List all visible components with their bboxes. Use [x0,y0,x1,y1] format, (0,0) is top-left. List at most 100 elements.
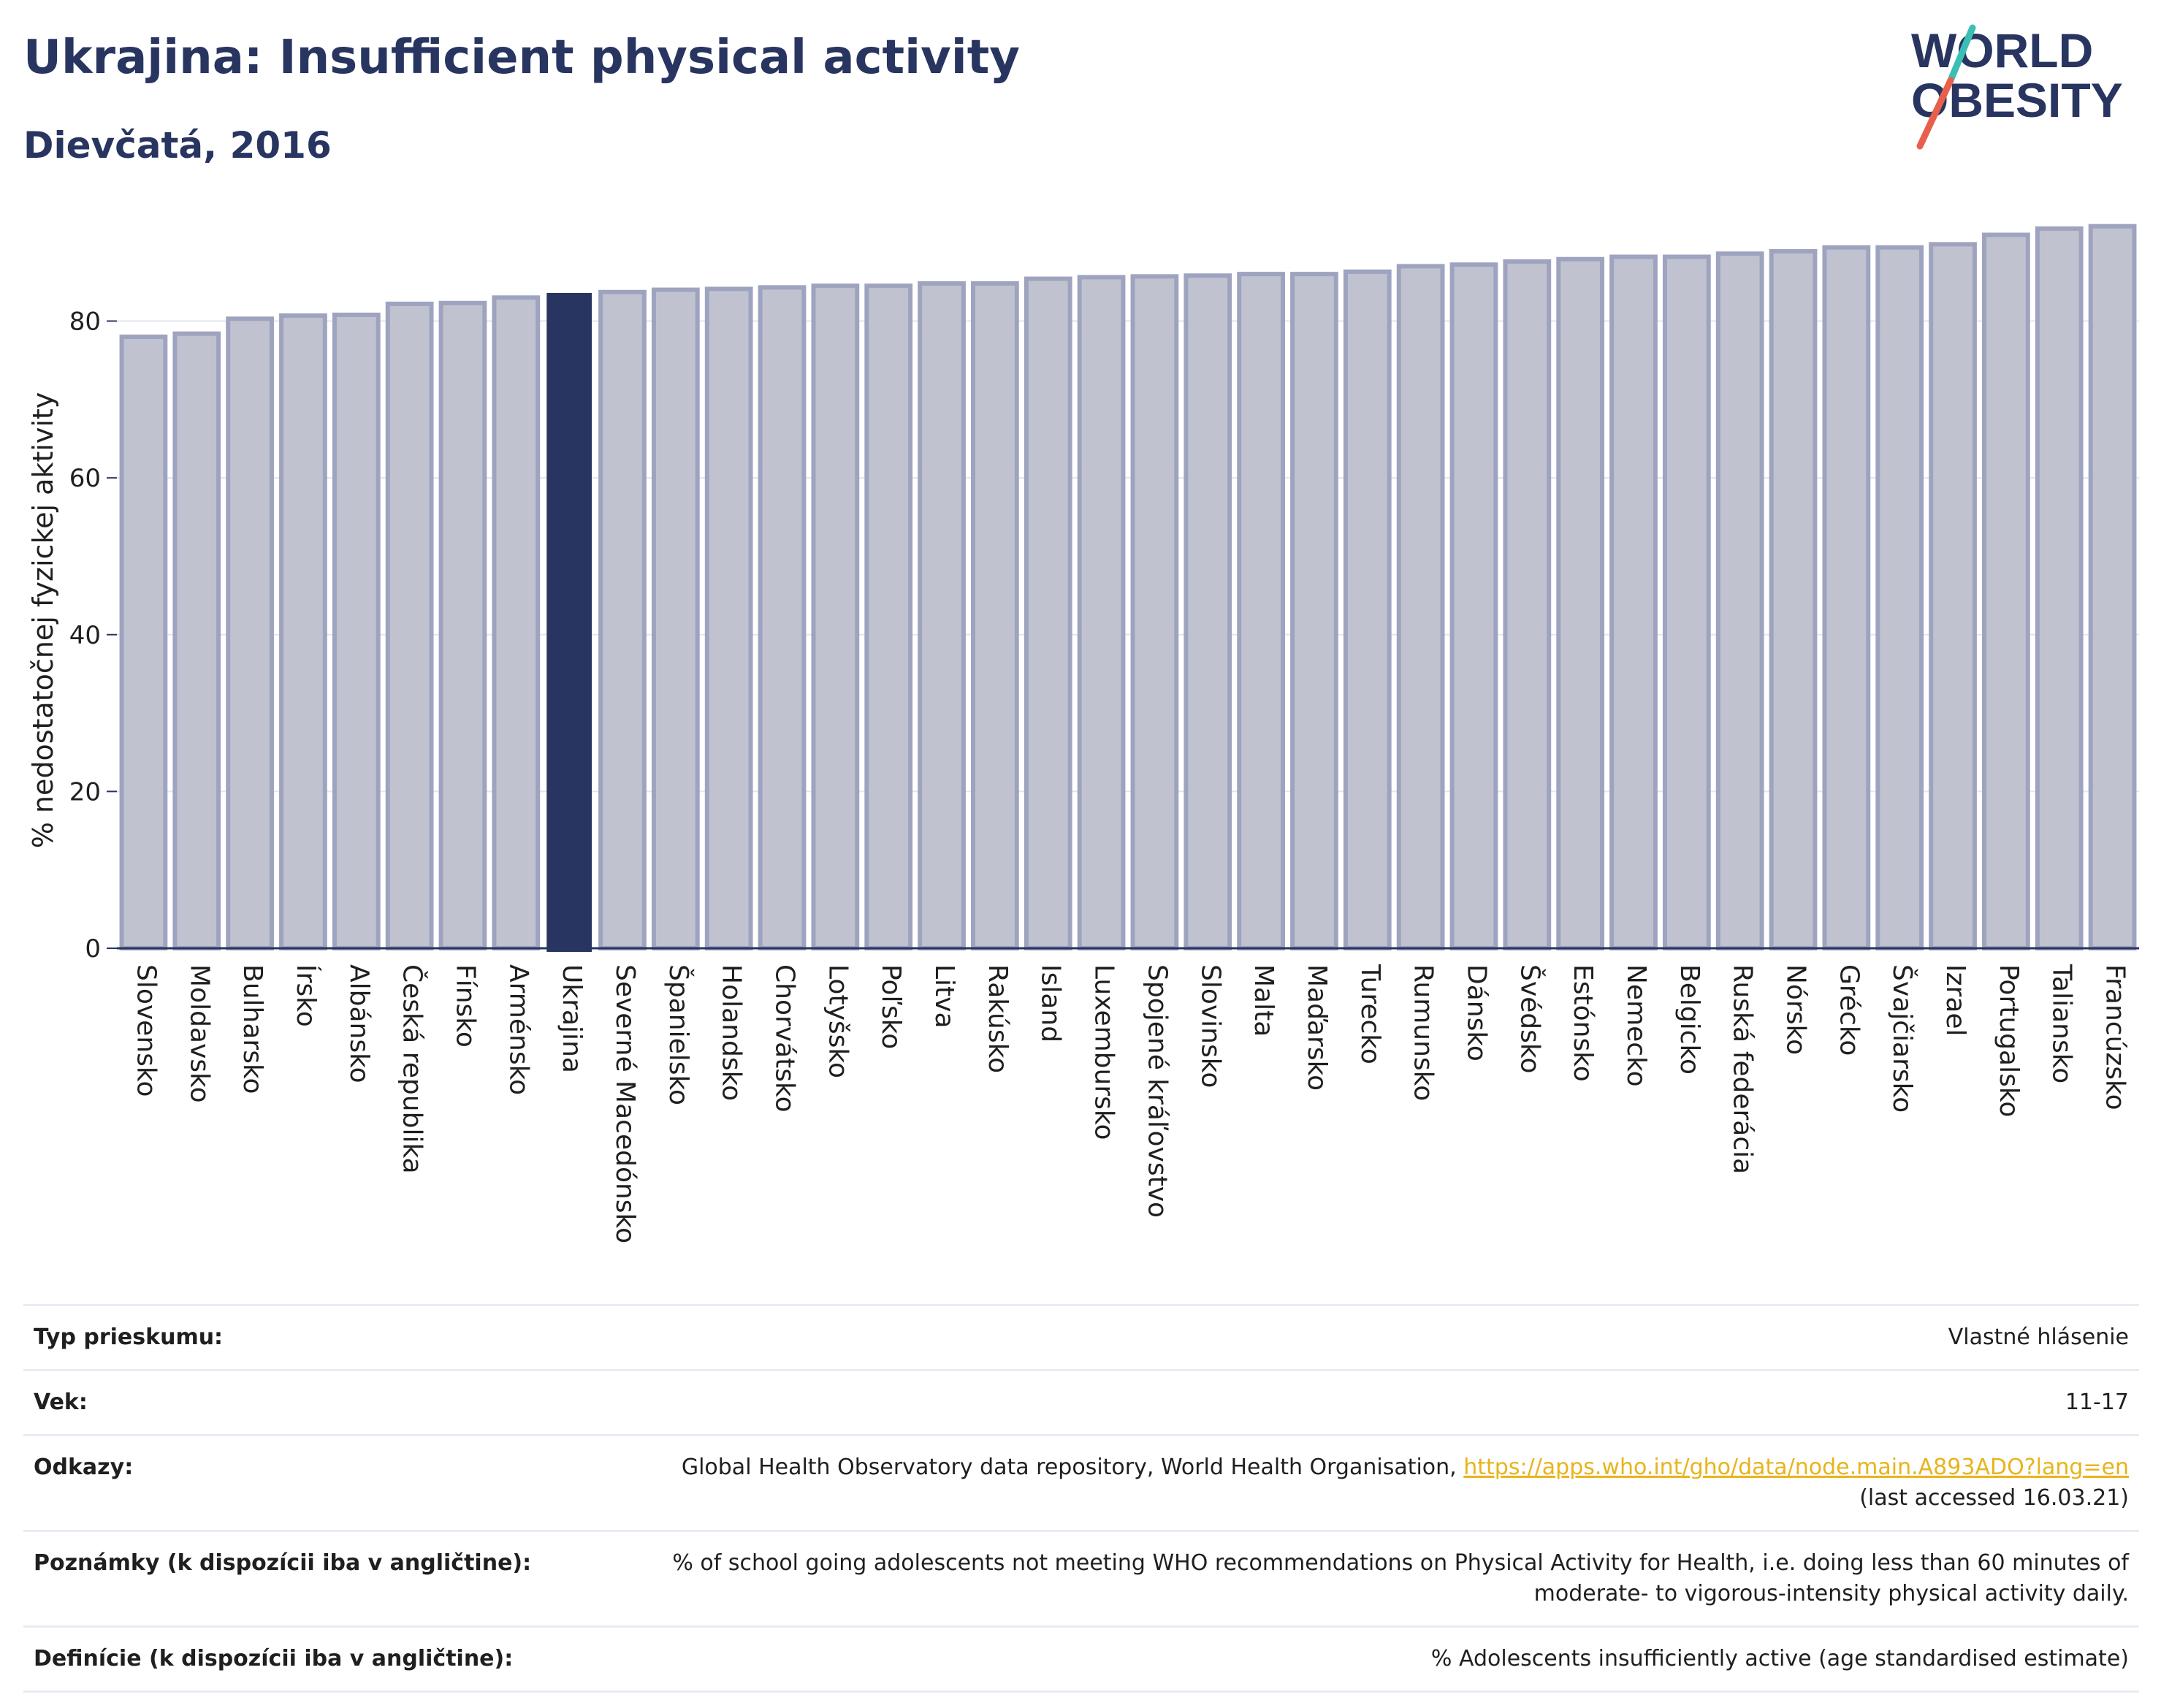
x-tick-label: Nórsko [1781,964,1811,1055]
bar [1875,245,1924,950]
x-tick-label: Slovensko [131,964,161,1097]
x-tick-label: Poľsko [876,964,906,1049]
x-tick-label: Belgicko [1674,964,1704,1075]
bar [1822,245,1871,950]
x-tick-label: Arménsko [503,964,533,1095]
x-tick-label: Estónsko [1568,964,1598,1082]
x-tick-label: Nemecko [1621,964,1651,1087]
x-tick-label: Turecko [1355,964,1385,1064]
x-tick-label: Švajčiarsko [1887,964,1918,1113]
world-obesity-logo: WORLD OBESITY [1911,23,2123,150]
bar [1184,273,1232,950]
bar [1609,254,1658,950]
x-tick-label: Bulharsko [237,964,267,1094]
x-tick-label: Grécko [1834,964,1864,1056]
x-tick-label: Malta [1249,964,1278,1037]
x-tick-label: Taliansko [2047,964,2077,1083]
x-tick-label: Severné Macedónsko [610,964,640,1243]
bar [1237,272,1285,950]
x-tick-label: Španielsko [663,964,694,1105]
x-tick-label: Island [1036,964,1066,1042]
info-label: Typ prieskumu: [34,1324,224,1350]
bar-chart: 0 20 40 60 80 % nedostatočnej fyzickej aktivi… [27,224,2139,1243]
x-tick-label: Rumunsko [1409,964,1438,1101]
y-tick-label: 60 [69,464,101,493]
x-tick-label: Rakúsko [983,964,1013,1073]
bar [758,285,807,951]
x-tick-labels: Slovensko Moldavsko Bulharsko Írsko Albánsko… [131,964,2130,1243]
bar [1130,274,1179,950]
reference-text: Global Health Observatory data repositor… [681,1455,1457,1480]
y-tick-label: 40 [69,621,101,650]
bars [119,224,2137,952]
bar [1715,251,1764,950]
x-tick-label: Slovinsko [1195,964,1225,1088]
logo-line1: WORLD [1911,23,2093,77]
axes: 0 20 40 60 80 % nedostatočnej fyzickej aktivi… [27,308,2139,964]
x-tick-label: Lotyšsko [823,964,853,1078]
page-title: Ukrajina: Insufficient physical activity [23,31,1020,85]
bar [492,295,541,950]
info-value: Vlastné hlásenie [1948,1324,2129,1350]
bar [651,287,700,951]
bar [279,313,327,951]
info-value: Global Health Observatory data repositor… [584,1436,2139,1531]
info-label: Odkazy: [34,1455,134,1480]
bar [1769,248,1818,950]
bar [119,334,168,951]
x-tick-label: Moldavsko [184,964,214,1103]
x-tick-label: Luxembursko [1089,964,1119,1140]
x-tick-label: Švédsko [1514,964,1545,1074]
bar [1982,232,2030,951]
info-table: Typ prieskumu: Vlastné hlásenie Vek: 11-… [23,1304,2139,1693]
x-tick-label: Dánsko [1461,964,1491,1061]
bar [971,281,1019,950]
page-subtitle: Dievčatá, 2016 [23,124,332,167]
x-tick-label: Francúzsko [2100,964,2130,1110]
x-tick-label: Česká republika [397,964,428,1174]
x-tick-label: Ruská federácia [1728,964,1758,1174]
bar [1343,269,1392,950]
bar [704,286,753,951]
x-tick-label: Litva [929,964,959,1029]
bar [438,300,487,950]
bar [172,331,221,950]
y-tick-label: 0 [85,934,101,964]
info-row-age: Vek: 11-17 [23,1370,2139,1436]
info-row-references: Odkazy: Global Health Observatory data r… [23,1435,2139,1531]
info-row-definitions: Definície (k dispozícii iba v angličtine… [23,1626,2139,1692]
info-label: Definície (k dispozícii iba v angličtine… [34,1646,514,1671]
bar [1396,264,1445,950]
info-label: Vek: [34,1389,88,1415]
info-row-notes: Poznámky (k dispozícii iba v angličtine)… [23,1530,2139,1627]
x-tick-label: Ukrajina [557,964,587,1073]
logo-slash-top [1947,24,1976,84]
info-value: % Adolescents insufficiently active (age… [1430,1646,2129,1671]
bar [1290,272,1338,950]
bar [1449,262,1498,951]
x-tick-label: Maďarsko [1302,964,1332,1091]
x-tick-label: Fínsko [450,964,480,1048]
bar [1929,242,1977,950]
reference-note: (last accessed 16.03.21) [1859,1485,2129,1511]
x-tick-label: Spojené kráľovstvo [1142,964,1172,1218]
bar [1077,275,1126,950]
bar [811,283,860,951]
y-axis-title: % nedostatočnej fyzickej aktivity [27,392,59,849]
bar [546,292,592,952]
bar [226,316,274,950]
x-tick-label: Izrael [1940,964,1970,1037]
bar [1024,276,1072,950]
bar [1503,259,1552,951]
x-tick-label: Albánsko [344,964,374,1083]
reference-link[interactable]: https://apps.who.int/gho/data/node.main.… [1463,1455,2129,1480]
bar [332,312,381,951]
bar [1662,254,1711,950]
bar [385,301,434,950]
bar [864,283,913,951]
logo-slash-bottom [1916,77,1954,150]
info-label: Poznámky (k dispozícii iba v angličtine)… [34,1550,532,1576]
info-value: 11-17 [2065,1389,2129,1415]
bar [2035,226,2084,950]
y-tick-label: 80 [69,308,101,337]
